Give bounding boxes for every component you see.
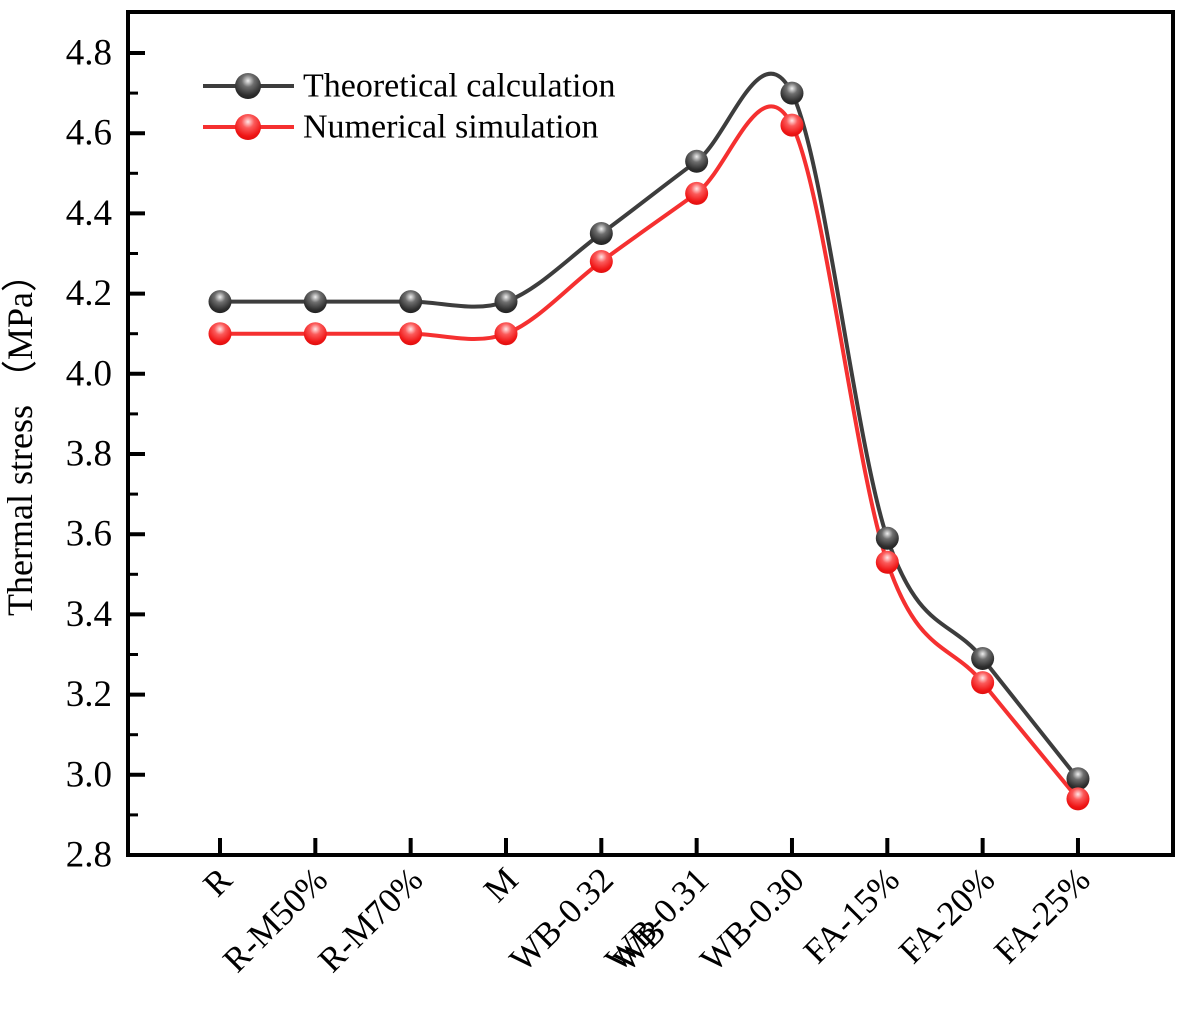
data-point-numerical [780, 113, 804, 137]
y-tick-label: 4.6 [66, 113, 112, 154]
x-category-label-group: R-M50% [215, 860, 335, 980]
x-category-label: R-M70% [311, 860, 431, 980]
y-tick-label: 3.8 [66, 434, 112, 475]
y-tick-label: 4.4 [66, 193, 112, 234]
data-point-numerical [685, 181, 709, 205]
x-category-label-group: R [196, 860, 241, 905]
data-point-numerical [399, 322, 423, 346]
x-category-label: FA-20% [891, 860, 1002, 971]
legend-label-numerical: Numerical simulation [303, 109, 599, 146]
y-tick-label: 2.8 [66, 835, 112, 876]
data-point-theoretical [875, 526, 899, 550]
data-point-numerical [303, 322, 327, 346]
x-category-label-group: M [476, 860, 526, 910]
y-axis-title: Thermal stress （MPa） [0, 256, 40, 616]
x-axis-ticks [218, 838, 1080, 855]
data-point-theoretical [1066, 767, 1090, 791]
x-category-label: WB-0.30 [693, 860, 812, 979]
legend-marker-numerical [235, 114, 261, 140]
x-category-label: WB-0.32 [502, 860, 621, 979]
data-point-theoretical [399, 290, 423, 314]
data-point-theoretical [494, 290, 518, 314]
data-point-numerical [208, 322, 232, 346]
x-category-label: FA-15% [796, 860, 907, 971]
series-markers-numerical [208, 113, 1090, 811]
x-category-label: R [196, 860, 241, 905]
data-point-numerical [589, 250, 613, 274]
data-point-numerical [875, 550, 899, 574]
series-line-theoretical [219, 71, 1080, 781]
data-point-numerical [1066, 787, 1090, 811]
x-category-label-group: WB-0.30 [693, 860, 812, 979]
x-category-label-group: R-M70% [311, 860, 431, 980]
data-series [208, 71, 1090, 811]
x-category-label-group: FA-25% [987, 860, 1098, 971]
y-tick-label: 3.2 [66, 674, 112, 715]
data-point-theoretical [971, 647, 995, 671]
data-point-theoretical [685, 149, 709, 173]
y-axis-ticks [128, 51, 145, 857]
data-point-theoretical [208, 290, 232, 314]
x-category-label: R-M50% [215, 860, 335, 980]
y-tick-label: 3.6 [66, 514, 112, 555]
y-tick-label: 4.2 [66, 273, 112, 314]
series-line-numerical [220, 104, 1080, 801]
y-axis-tick-labels: 2.8 3.0 3.2 3.4 3.6 3.8 4.0 4.2 4.4 4.6 4.8 [66, 33, 112, 876]
legend: Theoretical calculation Numerical simula… [203, 68, 615, 146]
data-point-theoretical [780, 81, 804, 105]
x-category-label-group: WB-0.32 [502, 860, 621, 979]
data-point-theoretical [589, 221, 613, 245]
x-category-label-group: FA-15% [796, 860, 907, 971]
data-point-numerical [971, 671, 995, 695]
y-tick-label: 3.4 [66, 594, 112, 635]
data-point-theoretical [303, 290, 327, 314]
y-tick-label: 4.8 [66, 33, 112, 74]
plot-frame [126, 10, 1175, 857]
legend-marker-theoretical [235, 73, 261, 99]
x-category-label: FA-25% [987, 860, 1098, 971]
x-category-label-group: FA-20% [891, 860, 1002, 971]
x-category-label: M [476, 860, 526, 910]
data-point-numerical [494, 322, 518, 346]
series-markers-theoretical [208, 81, 1090, 791]
y-tick-label: 3.0 [66, 754, 112, 795]
legend-label-theoretical: Theoretical calculation [303, 68, 615, 105]
y-tick-label: 4.0 [66, 353, 112, 394]
